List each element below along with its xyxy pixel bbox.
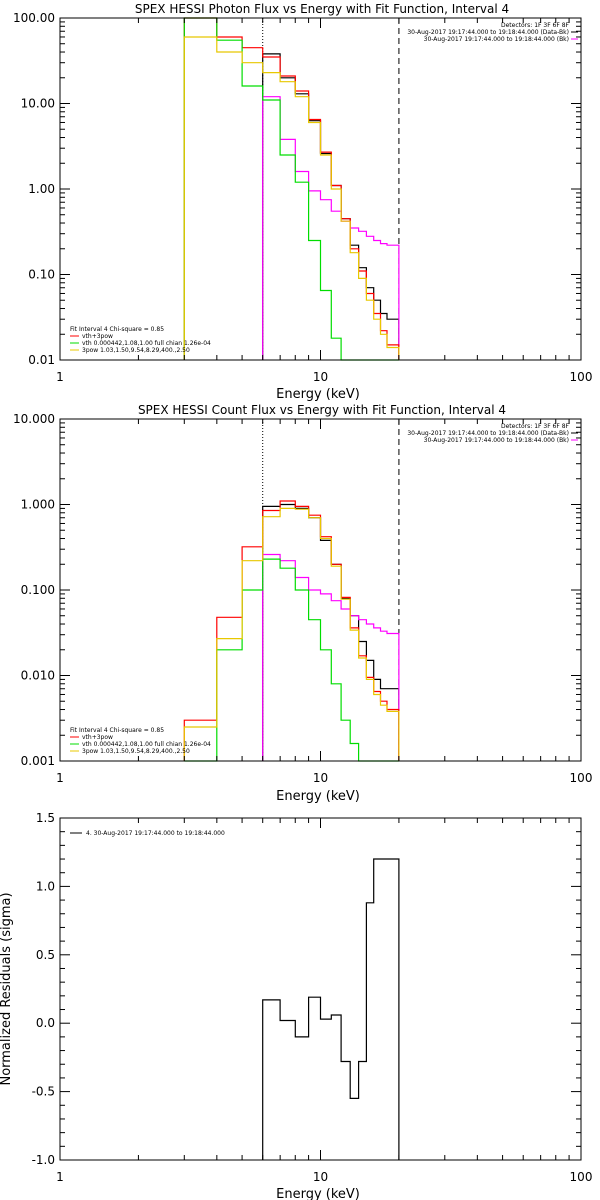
- legend-top-entry: 30-Aug-2017 19:17:44.000 to 19:18:44.000…: [424, 36, 569, 43]
- y-tick-label: -1.0: [32, 1153, 55, 1167]
- y-tick-label: 0.001: [21, 754, 55, 768]
- y-tick-label: 10.000: [13, 412, 55, 426]
- count-flux-axes: 1 10 100 10.000 1.000 0.100 0.010 0.001: [13, 412, 592, 785]
- x-tick-label: 1: [56, 771, 64, 785]
- legend-top-entry: 30-Aug-2017 19:17:44.000 to 19:18:44.000…: [407, 430, 569, 437]
- legend-bottom-entry: 3pow 1.03,1.50,9.54,8.29,400.,2.50: [82, 748, 190, 755]
- legend-top-entry: 30-Aug-2017 19:17:44.000 to 19:18:44.000…: [407, 29, 569, 36]
- y-tick-label: 1.5: [36, 811, 55, 825]
- y-tick-label: 0.010: [21, 669, 55, 683]
- y-tick-label: 100.00: [13, 11, 55, 25]
- legend-bottom-entry: vth+3pow: [82, 734, 113, 741]
- count-flux-xlabel: Energy (keV): [276, 789, 360, 804]
- series-3pow-line: [183, 36, 400, 360]
- y-tick-label: 0.100: [21, 583, 55, 597]
- series-3pow-line: [183, 507, 400, 761]
- y-tick-label: 0.5: [36, 948, 55, 962]
- legend-top-entry: 30-Aug-2017 19:17:44.000 to 19:18:44.000…: [424, 437, 569, 444]
- photon-flux-xlabel: Energy (keV): [276, 387, 360, 402]
- x-tick-label: 100: [570, 370, 593, 384]
- legend-bottom-entry: Fit Interval 4 Chi-square = 0.85: [70, 326, 164, 333]
- x-tick-label: 1: [56, 1170, 64, 1184]
- legend-bottom-entry: vth 0.000442,1.08,1.00 full chian 1.26e-…: [82, 340, 211, 347]
- photon-flux-title: SPEX HESSI Photon Flux vs Energy with Fi…: [135, 2, 509, 16]
- count-flux-title: SPEX HESSI Count Flux vs Energy with Fit…: [138, 403, 506, 417]
- photon-flux-axes: 1 10 100 100.00 10.00 1.00 0.10 0.01: [13, 11, 592, 384]
- y-tick-label: 10.00: [21, 97, 55, 111]
- y-tick-label: 0.0: [36, 1016, 55, 1030]
- series-residuals-line: [262, 858, 400, 1160]
- y-tick-label: 1.000: [21, 498, 55, 512]
- y-tick-label: 0.01: [28, 353, 55, 367]
- x-tick-label: 1: [56, 370, 64, 384]
- legend-bottom-entry: vth 0.000442,1.08,1.00 full chian 1.26e-…: [82, 741, 211, 748]
- residuals-ylabel: Normalized Residuals (sigma): [0, 892, 14, 1085]
- x-tick-label: 10: [313, 370, 328, 384]
- x-tick-label: 100: [570, 771, 593, 785]
- x-tick-label: 10: [313, 1170, 328, 1184]
- x-tick-label: 10: [313, 771, 328, 785]
- legend-top-entry: Detectors: 1F 3F 6F 8F: [501, 423, 570, 430]
- legend-bottom-entry: 3pow 1.03,1.50,9.54,8.29,400.,2.50: [82, 347, 190, 354]
- legend-bottom-entry: Fit Interval 4 Chi-square = 0.85: [70, 727, 164, 734]
- y-tick-label: 1.0: [36, 879, 55, 893]
- residuals-axes: 1 10 100 1.5 1.0 0.5 0.0 -0.5 -1.0: [32, 811, 593, 1184]
- count-flux-panel: SPEX HESSI Count Flux vs Energy with Fit…: [13, 403, 592, 804]
- y-tick-label: 1.00: [28, 182, 55, 196]
- photon-flux-legend-bottom: Fit Interval 4 Chi-square = 0.85vth+3pow…: [70, 326, 211, 354]
- y-tick-label: -0.5: [32, 1085, 55, 1099]
- legend-top-entry: Detectors: 1F 3F 6F 8F: [501, 22, 570, 29]
- legend-entry: 4. 30-Aug-2017 19:17:44.000 to 19:18:44.…: [86, 830, 225, 837]
- y-tick-label: 0.10: [28, 268, 55, 282]
- x-tick-label: 100: [570, 1170, 593, 1184]
- count-flux-legend-bottom: Fit Interval 4 Chi-square = 0.85vth+3pow…: [70, 727, 211, 755]
- residuals-xlabel: Energy (keV): [276, 1187, 360, 1200]
- legend-bottom-entry: vth+3pow: [82, 333, 113, 340]
- residuals-legend: 4. 30-Aug-2017 19:17:44.000 to 19:18:44.…: [70, 830, 225, 837]
- photon-flux-panel: SPEX HESSI Photon Flux vs Energy with Fi…: [13, 2, 592, 402]
